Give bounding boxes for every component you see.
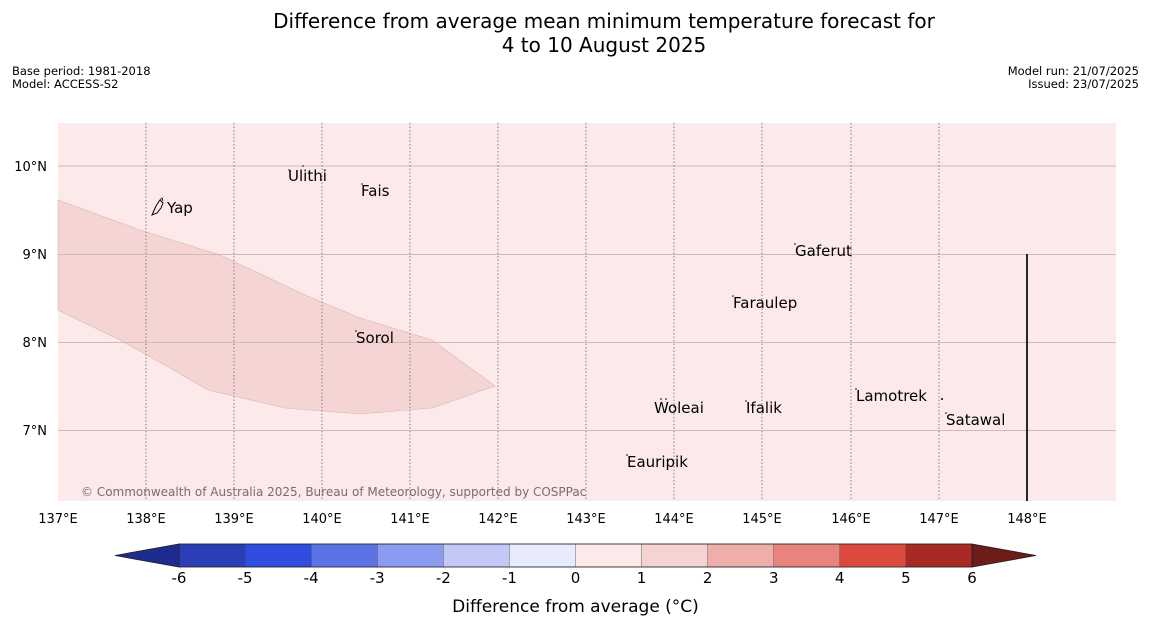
colorbar-extend-high	[971, 543, 1037, 568]
place-label-sorol: Sorol	[356, 329, 394, 347]
colorbar-tick-label: -4	[304, 569, 319, 587]
lon-label: 141°E	[390, 512, 430, 527]
colorbar-tick-label: -1	[502, 569, 517, 587]
lat-label: 8°N	[23, 336, 48, 351]
colorbar-tick-label: 6	[967, 569, 977, 587]
ulithi-dot-2	[288, 169, 290, 171]
model-name: Model: ACCESS-S2	[12, 77, 119, 91]
lamotrek-dot	[855, 388, 857, 390]
colorbar-tick-label: 1	[637, 569, 647, 587]
woleai-dot	[660, 398, 662, 400]
satawal-dot	[945, 412, 947, 414]
place-label-ulithi: Ulithi	[288, 167, 327, 185]
lon-label: 137°E	[38, 512, 78, 527]
colorbar-tick-label: 3	[769, 569, 779, 587]
colorbar-tick-label: -2	[436, 569, 451, 587]
map-title: Difference from average mean minimum tem…	[0, 9, 1150, 57]
place-label-eauripik: Eauripik	[627, 453, 688, 471]
colorbar-segment	[244, 543, 312, 568]
colorbar-tick-label: 4	[835, 569, 845, 587]
colorbar-segment	[178, 543, 246, 568]
eauripik-dot	[626, 454, 628, 456]
lon-label: 148°E	[1007, 512, 1047, 527]
ifalik-dot	[745, 400, 747, 402]
lon-label: 140°E	[302, 512, 342, 527]
colorbar-ticks: -6 -5 -4 -3 -2 -1 0 1 2 3 4 5 6	[172, 569, 977, 587]
fais-dot	[361, 183, 363, 185]
colorbar-segment	[641, 543, 709, 568]
lon-label: 144°E	[654, 512, 694, 527]
title-line-1: Difference from average mean minimum tem…	[273, 9, 935, 33]
yap-island-shape	[151, 199, 164, 216]
lon-label: 147°E	[919, 512, 959, 527]
place-labels: Yap Ulithi Fais Gaferut Faraulep Sorol L…	[166, 167, 1005, 471]
west-fayu-dot	[941, 398, 943, 400]
colorbar-segment	[575, 543, 643, 568]
place-label-faraulep: Faraulep	[733, 294, 797, 312]
lat-label: 7°N	[23, 424, 48, 439]
copyright-notice: © Commonwealth of Australia 2025, Bureau…	[81, 485, 586, 499]
colorbar-segment	[707, 543, 775, 568]
lon-label: 143°E	[566, 512, 606, 527]
colorbar-segment	[377, 543, 444, 568]
ulithi-dot	[302, 165, 304, 167]
title-line-2: 4 to 10 August 2025	[501, 33, 707, 57]
lat-label: 9°N	[23, 248, 48, 263]
place-label-gaferut: Gaferut	[795, 242, 852, 260]
lon-label: 138°E	[126, 512, 166, 527]
place-label-satawal: Satawal	[946, 411, 1005, 429]
island-dots	[288, 165, 947, 456]
anomaly-region	[57, 199, 496, 415]
colorbar-segment	[905, 543, 973, 568]
faraulep-dot	[732, 295, 734, 297]
place-label-woleai: Woleai	[654, 399, 704, 417]
issued-date: Issued: 23/07/2025	[1028, 77, 1139, 91]
lon-axis-labels: 137°E 138°E 139°E 140°E 141°E 142°E 143°…	[38, 512, 1047, 527]
gaferut-dot	[794, 243, 796, 245]
colorbar-extend-low	[114, 543, 180, 568]
woleai-dot-2	[665, 398, 667, 400]
meta-left: Base period: 1981-2018 Model: ACCESS-S2	[12, 65, 151, 91]
place-label-fais: Fais	[361, 182, 390, 200]
colorbar	[114, 543, 1037, 568]
lon-label: 142°E	[478, 512, 518, 527]
lon-label: 139°E	[214, 512, 254, 527]
colorbar-segment	[773, 543, 841, 568]
colorbar-tick-label: 0	[571, 569, 581, 587]
colorbar-segment	[443, 543, 510, 568]
colorbar-tick-label: -6	[172, 569, 187, 587]
colorbar-tick-label: -5	[238, 569, 253, 587]
yap-island-detail	[159, 197, 164, 202]
colorbar-segment	[509, 543, 576, 568]
colorbar-tick-label: 5	[901, 569, 911, 587]
lat-axis-labels: 10°N 9°N 8°N 7°N	[14, 160, 47, 439]
place-label-yap: Yap	[166, 199, 193, 217]
colorbar-tick-label: 2	[703, 569, 713, 587]
place-label-ifalik: Ifalik	[746, 399, 782, 417]
colorbar-frame	[178, 543, 973, 568]
model-run: Model run: 21/07/2025	[1007, 64, 1139, 78]
colorbar-segments	[178, 543, 973, 568]
colorbar-segment	[310, 543, 378, 568]
meta-right: Model run: 21/07/2025 Issued: 23/07/2025	[1008, 65, 1139, 91]
lat-label: 10°N	[14, 160, 47, 175]
sorol-dot	[355, 330, 357, 332]
colorbar-segment	[839, 543, 907, 568]
place-label-lamotrek: Lamotrek	[856, 387, 927, 405]
lon-gridlines	[145, 123, 940, 501]
colorbar-tick-label: -3	[370, 569, 385, 587]
base-period: Base period: 1981-2018	[12, 64, 151, 78]
lon-label: 145°E	[742, 512, 782, 527]
colorbar-title: Difference from average (°C)	[452, 597, 699, 617]
lon-label: 146°E	[831, 512, 871, 527]
